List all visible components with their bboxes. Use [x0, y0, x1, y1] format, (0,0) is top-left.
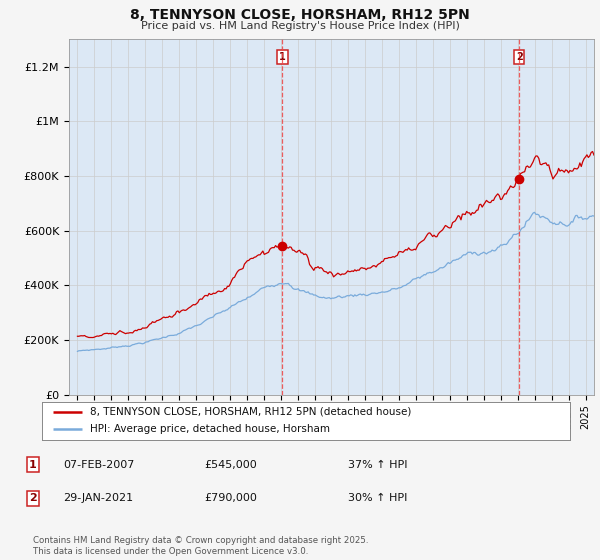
Text: 07-FEB-2007: 07-FEB-2007 — [63, 460, 134, 470]
Text: 8, TENNYSON CLOSE, HORSHAM, RH12 5PN (detached house): 8, TENNYSON CLOSE, HORSHAM, RH12 5PN (de… — [89, 407, 411, 417]
Text: 37% ↑ HPI: 37% ↑ HPI — [348, 460, 407, 470]
Text: 30% ↑ HPI: 30% ↑ HPI — [348, 493, 407, 503]
Text: 2: 2 — [29, 493, 37, 503]
Text: 1: 1 — [279, 52, 286, 62]
Text: 8, TENNYSON CLOSE, HORSHAM, RH12 5PN: 8, TENNYSON CLOSE, HORSHAM, RH12 5PN — [130, 8, 470, 22]
Text: 1: 1 — [29, 460, 37, 470]
Text: £790,000: £790,000 — [204, 493, 257, 503]
Text: Contains HM Land Registry data © Crown copyright and database right 2025.
This d: Contains HM Land Registry data © Crown c… — [33, 536, 368, 556]
Text: Price paid vs. HM Land Registry's House Price Index (HPI): Price paid vs. HM Land Registry's House … — [140, 21, 460, 31]
Text: 29-JAN-2021: 29-JAN-2021 — [63, 493, 133, 503]
Text: 2: 2 — [516, 52, 523, 62]
Text: HPI: Average price, detached house, Horsham: HPI: Average price, detached house, Hors… — [89, 424, 329, 435]
Text: £545,000: £545,000 — [204, 460, 257, 470]
